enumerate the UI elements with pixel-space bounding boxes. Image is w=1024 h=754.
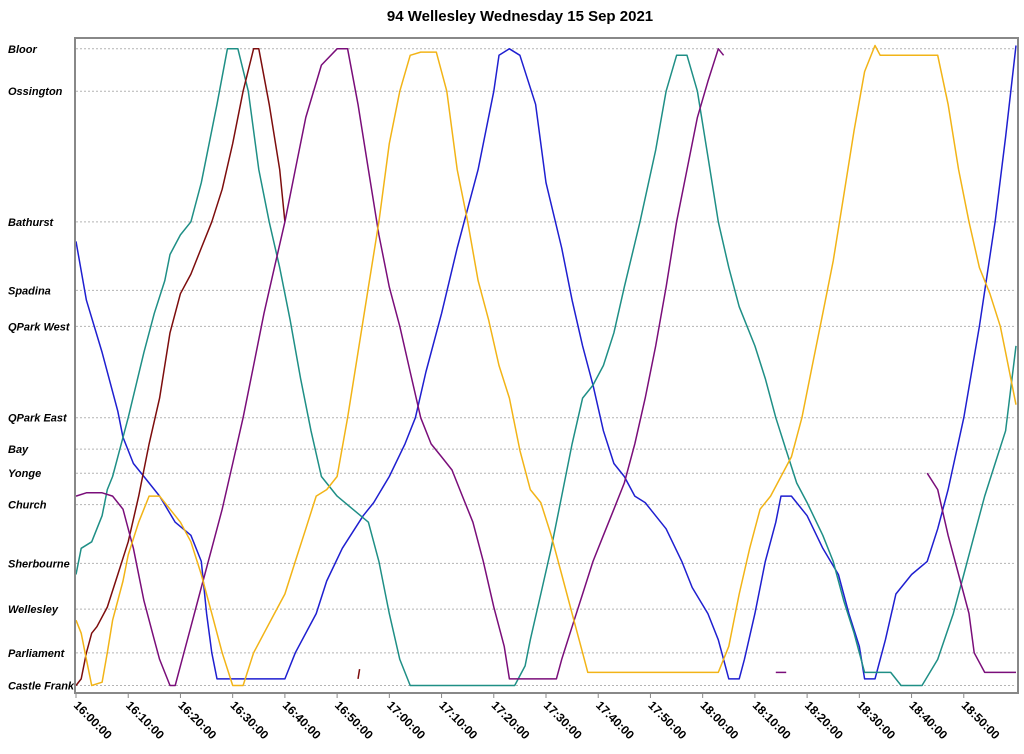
stop-labels: Bloor Ossington Bathurst Spadina QPark West Q… <box>8 44 75 693</box>
x-tick-label: 18:10:00 <box>750 698 794 742</box>
x-tick-label: 18:30:00 <box>854 698 898 742</box>
stop-label: Bay <box>8 444 29 456</box>
stop-label: Ossington <box>8 86 63 98</box>
stop-label: QPark East <box>8 413 68 425</box>
x-tick-label: 18:40:00 <box>906 698 950 742</box>
x-tick-label: 17:30:00 <box>541 698 585 742</box>
x-tick-label: 16:30:00 <box>228 698 272 742</box>
trip-lines <box>75 44 1017 687</box>
chart-title: 94 Wellesley Wednesday 15 Sep 2021 <box>387 8 653 25</box>
x-tick-label: 16:40:00 <box>280 698 324 742</box>
trip-line-6 <box>357 668 361 680</box>
stop-label: Bathurst <box>8 217 55 229</box>
stop-label: Parliament <box>8 648 66 660</box>
trip-line-2 <box>75 48 1017 687</box>
x-tick-label: 18:50:00 <box>959 698 1003 742</box>
x-tick-label: 16:50:00 <box>332 698 376 742</box>
x-tick-label: 17:20:00 <box>489 698 533 742</box>
stop-label: Wellesley <box>8 604 59 616</box>
stop-label: Sherbourne <box>8 558 70 570</box>
time-tick-labels: 16:00:00 16:10:00 16:20:00 16:30:00 16:40:00… <box>71 692 1003 742</box>
x-tick-label: 16:10:00 <box>123 698 167 742</box>
x-tick-label: 17:40:00 <box>593 698 637 742</box>
gridlines <box>76 48 1016 686</box>
stop-label: Spadina <box>8 285 51 297</box>
x-tick-label: 18:20:00 <box>802 698 846 742</box>
stop-label: Castle Frank <box>8 680 75 692</box>
trip-line-5 <box>926 472 1016 674</box>
trip-line-4 <box>75 48 725 687</box>
trip-line-8 <box>75 44 1017 687</box>
x-tick-label: 16:20:00 <box>175 698 219 742</box>
stop-label: Yonge <box>8 468 41 480</box>
trip-line-1 <box>75 45 1017 680</box>
stop-label: Bloor <box>8 44 37 56</box>
x-tick-label: 18:00:00 <box>698 698 742 742</box>
stop-label: QPark West <box>8 321 71 333</box>
x-tick-label: 16:00:00 <box>71 698 115 742</box>
x-tick-label: 17:00:00 <box>384 698 428 742</box>
stop-label: Church <box>8 500 47 512</box>
plot-frame <box>74 37 1019 694</box>
trip-line-3 <box>75 48 286 686</box>
x-tick-label: 17:10:00 <box>436 698 480 742</box>
x-tick-label: 17:50:00 <box>645 698 689 742</box>
